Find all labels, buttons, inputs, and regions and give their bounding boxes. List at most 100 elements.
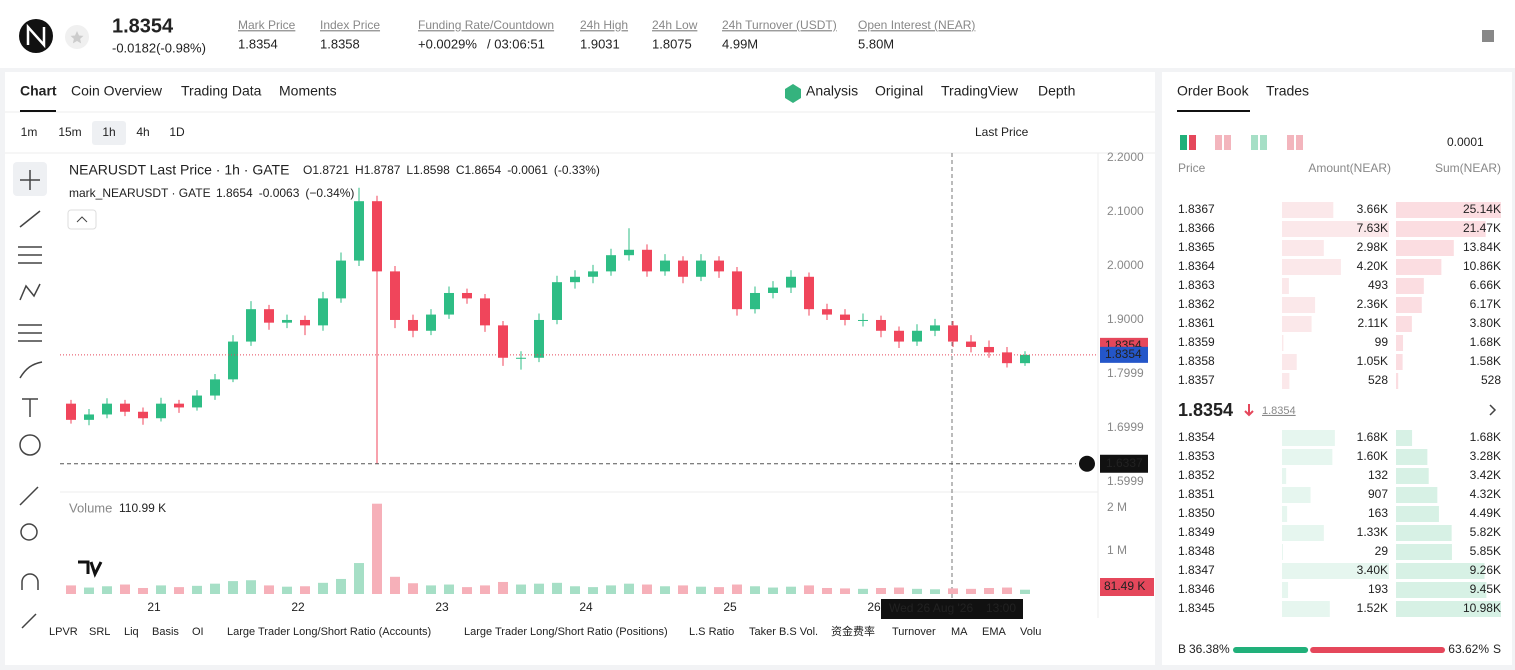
tab[interactable]: Moments xyxy=(279,83,337,99)
indicator-tab[interactable]: SRL xyxy=(89,626,110,638)
depth-bar xyxy=(1396,544,1452,560)
indicator-tab[interactable]: Turnover xyxy=(892,626,936,638)
indicator-tab[interactable]: Basis xyxy=(152,626,179,638)
volume-bar xyxy=(1002,587,1012,594)
layout-icon[interactable] xyxy=(1260,135,1267,150)
indicator-tab[interactable]: LPVR xyxy=(49,626,78,638)
interval[interactable]: 1D xyxy=(169,125,185,139)
candle-body xyxy=(480,298,490,326)
view[interactable]: Analysis xyxy=(806,83,858,99)
indicator-tab[interactable]: 资金费率 xyxy=(831,624,875,638)
volume-bar xyxy=(696,586,706,594)
stat-value: +0.0029% xyxy=(418,36,477,51)
layout-icon[interactable] xyxy=(1224,135,1231,150)
ob-price: 1.8353 xyxy=(1178,449,1215,463)
view[interactable]: TradingView xyxy=(941,83,1019,99)
volume-bar xyxy=(444,584,454,594)
tab[interactable]: Coin Overview xyxy=(71,83,163,99)
layout-icon[interactable] xyxy=(1296,135,1303,150)
indicator-tab[interactable]: L.S Ratio xyxy=(689,626,734,638)
indicator-tab[interactable]: Liq xyxy=(124,626,139,638)
layout-icon[interactable] xyxy=(1251,135,1258,150)
volume-bar xyxy=(984,587,994,594)
ob-price: 1.8352 xyxy=(1178,468,1215,482)
price-source[interactable]: Last Price xyxy=(975,125,1029,139)
ob-tab[interactable]: Order Book xyxy=(1177,83,1250,99)
depth-bar xyxy=(1396,582,1487,598)
amount-bar xyxy=(1282,259,1341,275)
interval[interactable]: 1m xyxy=(21,125,38,139)
crosshair-date: Wed 26 Aug '26 xyxy=(889,601,973,615)
candle-body xyxy=(894,330,904,342)
volume-bar xyxy=(660,586,670,594)
interval[interactable]: 4h xyxy=(136,125,149,139)
chevron xyxy=(76,216,88,223)
buy-pct: 36.38% xyxy=(1189,642,1230,656)
volume-bar xyxy=(480,585,490,594)
indicator-tab[interactable]: Volu xyxy=(1020,626,1041,638)
view[interactable]: Original xyxy=(875,83,923,99)
view[interactable]: Depth xyxy=(1038,83,1075,99)
depth-bar xyxy=(1396,449,1428,465)
ob-amount: 1.60K xyxy=(1357,449,1388,463)
indicator-tab[interactable]: Large Trader Long/Short Ratio (Positions… xyxy=(464,626,668,638)
ob-sum: 21.47K xyxy=(1463,221,1501,235)
price-change: -0.0182(-0.98%) xyxy=(112,40,206,55)
ob-sum: 1.58K xyxy=(1470,354,1501,368)
indicator-tab[interactable]: MA xyxy=(951,626,968,638)
depth-bar xyxy=(1396,563,1485,579)
legend-mark: mark_NEARUSDT · GATE xyxy=(69,186,211,200)
collapse-legend[interactable] xyxy=(67,209,97,230)
candle-body xyxy=(534,319,544,358)
precision[interactable]: 0.0001 xyxy=(1447,135,1484,149)
ob-price: 1.8361 xyxy=(1178,316,1215,330)
y-tick-label: 1.6999 xyxy=(1107,420,1144,434)
indicator-tab[interactable]: EMA xyxy=(982,626,1007,638)
ob-amount: 2.98K xyxy=(1357,240,1388,254)
legend-ohlc: C1.8654 xyxy=(456,163,502,177)
amount-bar xyxy=(1282,544,1283,560)
ob-header: Price xyxy=(1178,161,1206,175)
ob-sum: 6.66K xyxy=(1470,278,1501,292)
candle-body xyxy=(498,325,508,358)
interval[interactable]: 15m xyxy=(58,125,81,139)
depth-bar xyxy=(1396,278,1424,294)
ob-amount: 3.40K xyxy=(1357,563,1388,577)
layout-icon[interactable] xyxy=(1180,135,1187,150)
ob-amount: 193 xyxy=(1368,582,1388,596)
add-alert[interactable] xyxy=(1079,455,1095,472)
depth-bar xyxy=(1396,297,1422,313)
stat-value: 1.9031 xyxy=(580,36,620,51)
depth-bar xyxy=(1396,601,1501,617)
y-tick-label: 2.0000 xyxy=(1107,258,1144,272)
interval-active[interactable] xyxy=(92,121,126,145)
candle-body xyxy=(426,314,436,331)
candle-body xyxy=(696,260,706,277)
settings-icon[interactable] xyxy=(1482,30,1494,42)
ob-sum: 1.68K xyxy=(1470,430,1501,444)
stat-extra: / 03:06:51 xyxy=(487,36,545,51)
mid-chevron[interactable] xyxy=(1489,404,1497,416)
indicator-tab[interactable]: Taker B.S Vol. xyxy=(749,626,818,638)
interval[interactable]: 1h xyxy=(102,125,115,139)
indicator-tab[interactable]: OI xyxy=(192,626,204,638)
stat-label: Index Price xyxy=(320,18,380,32)
candle-body xyxy=(228,341,238,380)
tab[interactable]: Trading Data xyxy=(181,83,262,99)
ob-amount: 2.36K xyxy=(1357,297,1388,311)
drawing-tools xyxy=(18,170,43,629)
candle-body xyxy=(336,260,346,299)
layout-icon[interactable] xyxy=(1189,135,1196,150)
layout-icon[interactable] xyxy=(1215,135,1222,150)
amount-bar xyxy=(1282,468,1287,484)
ob-tab[interactable]: Trades xyxy=(1266,83,1309,99)
star-icon xyxy=(70,31,84,44)
indicator-tab[interactable]: Large Trader Long/Short Ratio (Accounts) xyxy=(227,626,431,638)
candle-body xyxy=(210,379,220,396)
volume-bar xyxy=(570,586,580,594)
ob-amount: 4.20K xyxy=(1357,259,1388,273)
tab[interactable]: Chart xyxy=(20,83,57,99)
layout-icon[interactable] xyxy=(1287,135,1294,150)
candle-body xyxy=(642,249,652,272)
